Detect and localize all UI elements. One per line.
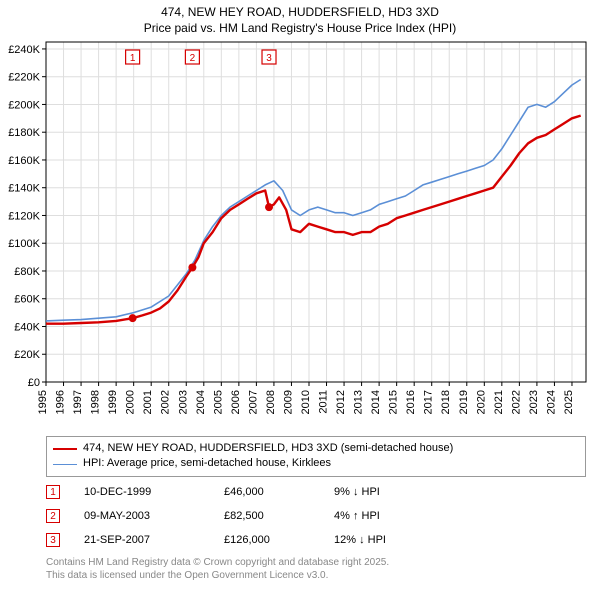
svg-text:1998: 1998 [90, 390, 102, 414]
svg-text:2019: 2019 [458, 390, 470, 414]
svg-text:2017: 2017 [423, 390, 435, 414]
svg-text:£40K: £40K [14, 321, 40, 333]
sales-date: 21-SEP-2007 [84, 534, 224, 546]
svg-text:£120K: £120K [8, 210, 40, 222]
sales-table: 1 10-DEC-1999£46,0009% ↓ HPI 2 09-MAY-2003£… [46, 480, 586, 552]
svg-text:2005: 2005 [212, 390, 224, 414]
legend-row: HPI: Average price, semi-detached house,… [53, 456, 579, 471]
legend-label: HPI: Average price, semi-detached house,… [83, 456, 331, 471]
svg-text:2015: 2015 [388, 390, 400, 414]
sales-pct: 12% ↓ HPI [334, 534, 464, 546]
svg-text:2: 2 [190, 53, 196, 64]
svg-text:2021: 2021 [493, 390, 505, 414]
footer-attribution: Contains HM Land Registry data © Crown c… [46, 556, 389, 582]
svg-text:£200K: £200K [8, 99, 40, 111]
svg-text:£220K: £220K [8, 72, 40, 84]
svg-text:2009: 2009 [282, 390, 294, 414]
chart-svg: £0 £20K £40K £60K £80K £100K £120K £140K £160K £1… [0, 38, 600, 428]
legend-swatch [53, 448, 77, 450]
sales-marker: 2 [46, 509, 60, 523]
svg-text:1996: 1996 [55, 390, 67, 414]
sales-price: £126,000 [224, 534, 334, 546]
svg-text:£100K: £100K [8, 238, 40, 250]
svg-text:2011: 2011 [318, 390, 330, 414]
svg-text:2012: 2012 [335, 390, 347, 414]
legend-swatch [53, 464, 77, 465]
svg-text:1999: 1999 [107, 390, 119, 414]
svg-text:2023: 2023 [528, 390, 540, 414]
sales-date: 10-DEC-1999 [84, 486, 224, 498]
svg-text:£240K: £240K [8, 44, 40, 56]
chart-area: £0 £20K £40K £60K £80K £100K £120K £140K £160K £1… [0, 38, 600, 428]
svg-text:2001: 2001 [142, 390, 154, 414]
svg-text:1995: 1995 [37, 390, 49, 414]
title-line1: 474, NEW HEY ROAD, HUDDERSFIELD, HD3 3XD [0, 4, 600, 20]
svg-text:£60K: £60K [14, 294, 40, 306]
sales-row: 2 09-MAY-2003£82,5004% ↑ HPI [46, 504, 586, 528]
svg-text:2008: 2008 [265, 390, 277, 414]
svg-text:£20K: £20K [14, 349, 40, 361]
svg-text:£140K: £140K [8, 183, 40, 195]
chart-title: 474, NEW HEY ROAD, HUDDERSFIELD, HD3 3XD… [0, 0, 600, 36]
sales-price: £82,500 [224, 510, 334, 522]
sales-pct: 4% ↑ HPI [334, 510, 464, 522]
svg-text:2025: 2025 [563, 390, 575, 414]
footer-line1: Contains HM Land Registry data © Crown c… [46, 556, 389, 569]
svg-text:1997: 1997 [72, 390, 84, 414]
svg-text:£80K: £80K [14, 266, 40, 278]
legend-label: 474, NEW HEY ROAD, HUDDERSFIELD, HD3 3XD… [83, 441, 453, 456]
svg-text:2013: 2013 [353, 390, 365, 414]
svg-text:2018: 2018 [440, 390, 452, 414]
svg-text:2010: 2010 [300, 390, 312, 414]
svg-text:2006: 2006 [230, 390, 242, 414]
svg-text:2000: 2000 [125, 390, 137, 414]
svg-text:2014: 2014 [370, 390, 382, 414]
svg-text:2022: 2022 [510, 390, 522, 414]
sales-row: 3 21-SEP-2007£126,00012% ↓ HPI [46, 528, 586, 552]
svg-text:2003: 2003 [177, 390, 189, 414]
svg-text:2020: 2020 [475, 390, 487, 414]
sales-marker: 1 [46, 485, 60, 499]
page-root: { "title": { "line1": "474, NEW HEY ROAD… [0, 0, 600, 590]
title-line2: Price paid vs. HM Land Registry's House … [0, 20, 600, 36]
legend-row: 474, NEW HEY ROAD, HUDDERSFIELD, HD3 3XD… [53, 441, 579, 456]
sales-pct: 9% ↓ HPI [334, 486, 464, 498]
svg-text:2002: 2002 [160, 390, 172, 414]
svg-text:£180K: £180K [8, 127, 40, 139]
svg-text:2004: 2004 [195, 390, 207, 414]
svg-text:£0: £0 [28, 377, 40, 389]
svg-text:£160K: £160K [8, 155, 40, 167]
sales-date: 09-MAY-2003 [84, 510, 224, 522]
sales-price: £46,000 [224, 486, 334, 498]
svg-text:2016: 2016 [405, 390, 417, 414]
sales-marker: 3 [46, 533, 60, 547]
footer-line2: This data is licensed under the Open Gov… [46, 569, 389, 582]
svg-text:2024: 2024 [545, 390, 557, 414]
svg-text:2007: 2007 [247, 390, 259, 414]
svg-text:1: 1 [130, 53, 136, 64]
sales-row: 1 10-DEC-1999£46,0009% ↓ HPI [46, 480, 586, 504]
legend-box: 474, NEW HEY ROAD, HUDDERSFIELD, HD3 3XD… [46, 436, 586, 477]
svg-text:3: 3 [266, 53, 272, 64]
